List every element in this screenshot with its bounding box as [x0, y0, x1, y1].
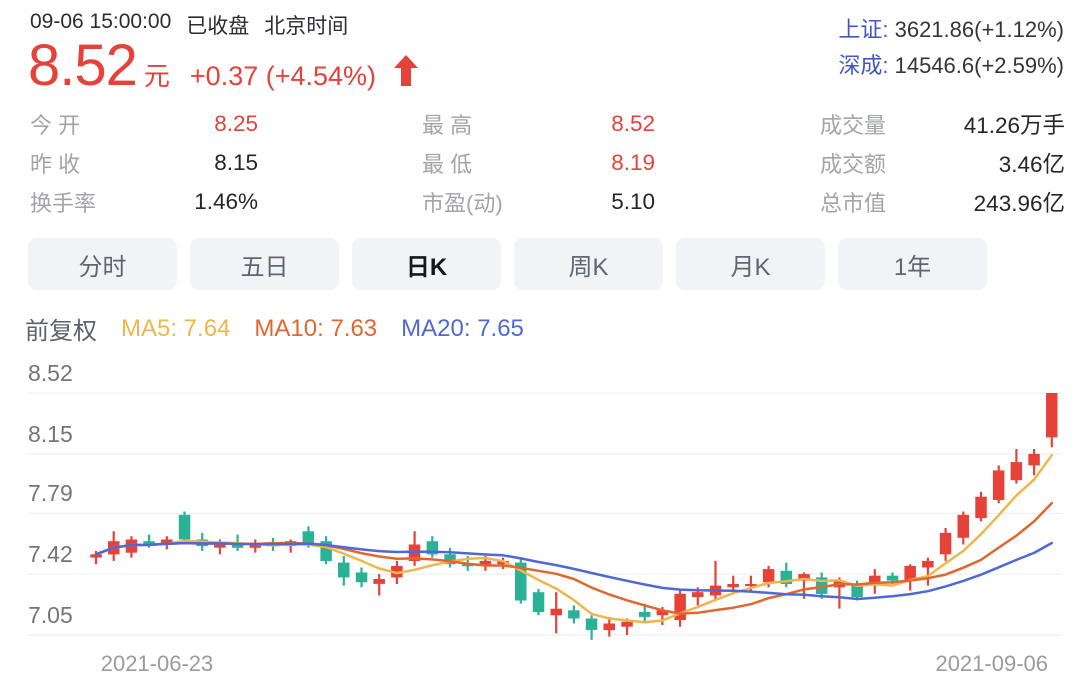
stat-open: 今 开 8.25 — [30, 104, 258, 143]
period-tabs: 分时 五日 日K 周K 月K 1年 — [28, 238, 987, 290]
tab-monthly-k[interactable]: 月K — [676, 238, 825, 290]
tab-5day[interactable]: 五日 — [190, 238, 339, 290]
price-block: 8.52 元 +0.37 (+4.54%) — [28, 33, 419, 98]
chart-legend: 前复权 MA5: 7.64 MA10: 7.63 MA20: 7.65 — [25, 311, 524, 346]
stat-pe-ratio-label: 市盈(动) — [422, 190, 503, 216]
stat-volume: 成交量 41.26万手 — [820, 104, 1065, 143]
index-shenzhen[interactable]: 深成: 14546.6(+2.59%) — [838, 48, 1064, 84]
status-bar: 09-06 15:00:00 已收盘 北京时间 — [30, 10, 348, 40]
stat-open-value: 8.25 — [214, 110, 258, 136]
adjust-mode-toggle[interactable]: 前复权 — [25, 318, 97, 345]
tab-1year[interactable]: 1年 — [838, 238, 987, 290]
stat-high: 最 高 8.52 — [422, 104, 655, 143]
price-up-arrow-icon — [394, 54, 419, 86]
index-shenzhen-label: 深成: — [838, 53, 889, 78]
stat-prev-close-label: 昨 收 — [30, 151, 81, 177]
svg-text:7.42: 7.42 — [28, 541, 73, 567]
quote-time: 09-06 15:00:00 — [30, 10, 172, 33]
index-shenzhen-value: 14546.6(+2.59%) — [894, 53, 1064, 78]
stat-high-label: 最 高 — [422, 112, 473, 138]
stat-prev-close-value: 8.15 — [214, 149, 258, 175]
stat-high-value: 8.52 — [611, 110, 655, 136]
stat-pe-ratio-value: 5.10 — [611, 188, 655, 214]
svg-text:8.52: 8.52 — [28, 360, 73, 386]
index-shanghai-value: 3621.86(+1.12%) — [894, 17, 1064, 42]
legend-ma10: MA10: 7.63 — [254, 314, 378, 342]
tab-minute[interactable]: 分时 — [28, 238, 177, 290]
stats-column-3: 成交量 41.26万手 成交额 3.46亿 总市值 243.96亿 — [820, 104, 1065, 221]
svg-text:8.15: 8.15 — [28, 421, 73, 447]
stat-open-label: 今 开 — [30, 112, 81, 138]
stat-turnover-rate-label: 换手率 — [30, 190, 97, 216]
svg-text:2021-09-06: 2021-09-06 — [935, 651, 1048, 676]
candlestick-chart[interactable]: 8.52 8.15 7.79 7.42 7.05 2021-06-23 2021-09-06 — [0, 345, 1080, 685]
stat-low-value: 8.19 — [611, 149, 655, 175]
stat-amount-label: 成交额 — [820, 151, 887, 177]
stats-column-2: 最 高 8.52 最 低 8.19 市盈(动) 5.10 — [422, 104, 655, 221]
stat-volume-value: 41.26万手 — [963, 112, 1065, 138]
stat-turnover-rate: 换手率 1.46% — [30, 182, 258, 221]
stat-market-cap-label: 总市值 — [820, 190, 887, 216]
stat-volume-label: 成交量 — [820, 112, 887, 138]
index-shanghai[interactable]: 上证: 3621.86(+1.12%) — [838, 12, 1064, 48]
legend-ma20: MA20: 7.65 — [401, 314, 524, 342]
candlestick-svg[interactable]: 8.52 8.15 7.79 7.42 7.05 2021-06-23 2021-09-06 — [0, 345, 1080, 685]
stat-amount: 成交额 3.46亿 — [820, 143, 1065, 182]
stat-pe-ratio: 市盈(动) 5.10 — [422, 182, 655, 221]
market-indices: 上证: 3621.86(+1.12%) 深成: 14546.6(+2.59%) — [838, 12, 1064, 84]
current-price: 8.52 — [28, 33, 138, 98]
stat-low-label: 最 低 — [422, 151, 473, 177]
stat-amount-value: 3.46亿 — [998, 151, 1065, 177]
index-shanghai-label: 上证: — [838, 17, 889, 42]
stat-market-cap-value: 243.96亿 — [973, 190, 1065, 216]
svg-text:7.05: 7.05 — [28, 602, 73, 628]
price-unit: 元 — [143, 61, 170, 91]
tab-weekly-k[interactable]: 周K — [514, 238, 663, 290]
legend-ma5: MA5: 7.64 — [121, 314, 231, 342]
tab-daily-k[interactable]: 日K — [352, 238, 501, 290]
stats-column-1: 今 开 8.25 昨 收 8.15 换手率 1.46% — [30, 104, 258, 221]
stat-low: 最 低 8.19 — [422, 143, 655, 182]
stat-market-cap: 总市值 243.96亿 — [820, 182, 1065, 221]
price-change: +0.37 (+4.54%) — [189, 61, 377, 91]
timezone-label: 北京时间 — [264, 15, 349, 38]
svg-text:7.79: 7.79 — [28, 480, 73, 506]
svg-text:2021-06-23: 2021-06-23 — [101, 651, 214, 676]
stat-prev-close: 昨 收 8.15 — [30, 143, 258, 182]
stat-turnover-rate-value: 1.46% — [194, 188, 258, 214]
market-status: 已收盘 — [186, 15, 250, 38]
